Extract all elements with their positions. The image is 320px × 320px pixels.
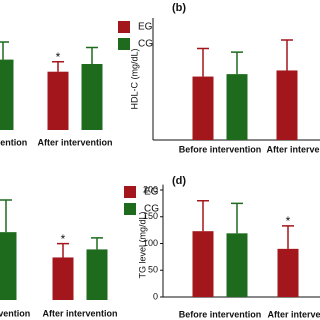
bar	[192, 231, 214, 297]
bar	[47, 71, 69, 130]
error-bar	[0, 41, 9, 60]
error-bar	[197, 199, 209, 232]
x-tick-label: Before intervention	[179, 309, 262, 319]
error-bar	[52, 61, 64, 72]
legend-label: EG	[138, 22, 153, 33]
bar	[226, 74, 248, 140]
bar	[226, 233, 248, 297]
y-tick-label: 0	[153, 291, 158, 301]
error-bar	[91, 237, 103, 250]
panel-label: (b)	[172, 2, 186, 14]
legend-swatch	[124, 186, 136, 198]
bar	[0, 59, 14, 130]
x-tick-label: Before intervention	[0, 308, 30, 318]
x-tick-label: After intervention	[37, 137, 112, 147]
error-bar	[0, 199, 12, 233]
error-bar	[57, 242, 69, 258]
y-axis-label: TG level (mg/dL)	[137, 211, 147, 278]
y-tick-label: 200	[143, 184, 158, 194]
y-axis-label: HDL-C (mg/dL)	[129, 48, 139, 109]
y-tick-label: 50	[148, 265, 158, 275]
annotation: *	[61, 232, 66, 246]
error-bar	[231, 51, 243, 75]
error-bar	[197, 47, 209, 77]
legend-label: EG	[144, 187, 159, 198]
y-tick-label: 150	[143, 211, 158, 221]
x-tick-label: Before intervention	[179, 144, 262, 154]
bar	[276, 70, 298, 140]
x-tick-label: After intervention	[42, 308, 117, 318]
legend-swatch	[124, 203, 136, 215]
error-bar	[281, 39, 293, 71]
annotation: *	[286, 214, 291, 228]
bar	[52, 257, 74, 300]
bar	[86, 249, 108, 300]
error-bar	[282, 225, 294, 249]
bar	[0, 232, 17, 300]
bar	[81, 64, 103, 130]
bar	[192, 76, 214, 140]
legend-label: CG	[144, 204, 159, 215]
panel-label: (d)	[172, 175, 186, 187]
legend-swatch	[118, 21, 130, 33]
annotation: *	[56, 50, 61, 64]
x-tick-label: After intervention	[267, 309, 320, 319]
bar	[277, 248, 299, 297]
legend-label: CG	[138, 39, 153, 50]
y-tick-label: 100	[143, 238, 158, 248]
x-tick-label: After intervention	[266, 144, 320, 154]
error-bar	[231, 202, 243, 234]
x-tick-label: Before intervention	[0, 137, 27, 147]
legend-swatch	[118, 38, 130, 50]
error-bar	[86, 46, 98, 64]
